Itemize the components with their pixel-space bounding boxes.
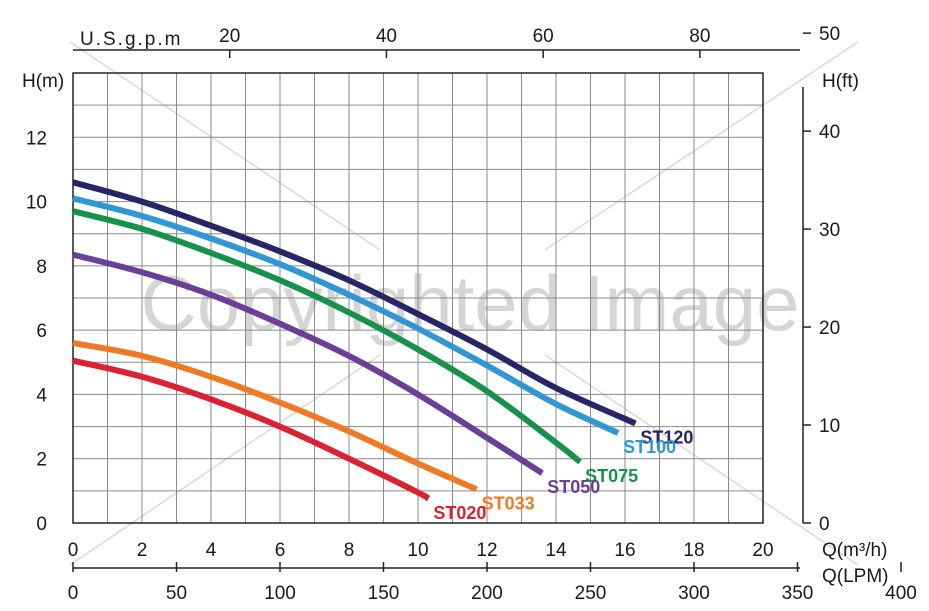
x-lpm-tick-label: 100 bbox=[264, 583, 296, 604]
watermark-line-2 bbox=[69, 354, 381, 566]
y-left-tick-label: 0 bbox=[36, 514, 47, 535]
x-m3h-title: Q(m³/h) bbox=[822, 540, 887, 561]
x-usgpm-tick-label: 80 bbox=[689, 26, 710, 47]
y-right-title: H(ft) bbox=[822, 71, 859, 92]
series-line-st075 bbox=[72, 208, 582, 465]
x-lpm-tick-label: 400 bbox=[885, 583, 917, 604]
y-right-tick-label: 10 bbox=[819, 416, 840, 437]
x-lpm-tick-label: 350 bbox=[782, 583, 814, 604]
y-left-tick-label: 6 bbox=[36, 321, 47, 342]
x-lpm-tick-label: 300 bbox=[678, 583, 710, 604]
x-lpm-tick-label: 0 bbox=[68, 583, 79, 604]
series-label-st020: ST020 bbox=[433, 503, 486, 523]
x-m3h-tick-label: 16 bbox=[614, 540, 635, 561]
x-usgpm-tick-label: 60 bbox=[533, 26, 554, 47]
x-m3h-tick-label: 20 bbox=[752, 540, 773, 561]
series-label-st075: ST075 bbox=[585, 466, 638, 486]
x-m3h-tick-label: 10 bbox=[407, 540, 428, 561]
x-usgpm-tick-label: 40 bbox=[376, 26, 397, 47]
y-left-tick-label: 8 bbox=[36, 257, 47, 278]
x-m3h-tick-label: 2 bbox=[137, 540, 148, 561]
axes: 0246810120102030405060024681012141618200… bbox=[26, 24, 917, 604]
watermark-text: Copyrighted Image bbox=[140, 259, 799, 347]
watermark-lines bbox=[69, 41, 859, 566]
x-m3h-tick-label: 12 bbox=[476, 540, 497, 561]
series-line-st033 bbox=[72, 340, 478, 493]
y-right-tick-label: 50 bbox=[819, 24, 840, 45]
watermark-line-0 bbox=[69, 41, 381, 251]
watermark-line-1 bbox=[544, 41, 859, 251]
x-m3h-tick-label: 18 bbox=[683, 540, 704, 561]
series-label-st100: ST100 bbox=[623, 437, 676, 457]
y-right-tick-label: 20 bbox=[819, 318, 840, 339]
series-label-st050: ST050 bbox=[547, 477, 600, 497]
x-lpm-tick-label: 250 bbox=[575, 583, 607, 604]
y-left-tick-label: 10 bbox=[26, 193, 47, 214]
x-m3h-tick-label: 0 bbox=[68, 540, 79, 561]
y-right-tick-label: 40 bbox=[819, 122, 840, 143]
plot-frame bbox=[72, 72, 764, 524]
watermark-line-3 bbox=[544, 354, 859, 566]
x-lpm-tick-label: 200 bbox=[471, 583, 503, 604]
series-line-st100 bbox=[72, 195, 620, 436]
x-m3h-tick-label: 8 bbox=[344, 540, 355, 561]
x-m3h-tick-label: 14 bbox=[545, 540, 567, 561]
series-line-st050 bbox=[72, 251, 544, 476]
series-line-st120 bbox=[72, 179, 637, 427]
x-usgpm-tick-label: 20 bbox=[219, 26, 240, 47]
x-m3h-tick-label: 4 bbox=[206, 540, 217, 561]
y-left-tick-label: 4 bbox=[36, 385, 47, 406]
y-left-title: H(m) bbox=[22, 71, 64, 92]
series-line-st020 bbox=[72, 357, 431, 502]
x-usgpm-title: U.S.g.p.m bbox=[80, 29, 182, 50]
y-right-tick-label: 0 bbox=[819, 514, 830, 535]
x-lpm-title: Q(LPM) bbox=[822, 566, 889, 587]
x-m3h-tick-label: 6 bbox=[275, 540, 286, 561]
series-label-st033: ST033 bbox=[482, 493, 535, 513]
y-left-tick-label: 12 bbox=[26, 128, 47, 149]
y-right-tick-label: 30 bbox=[819, 220, 840, 241]
x-lpm-tick-label: 150 bbox=[368, 583, 400, 604]
x-lpm-tick-label: 50 bbox=[166, 583, 187, 604]
y-left-tick-label: 2 bbox=[36, 450, 47, 471]
series-label-st120: ST120 bbox=[640, 427, 693, 447]
